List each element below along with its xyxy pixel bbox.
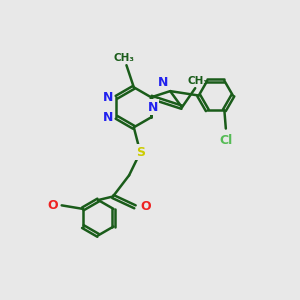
Text: Cl: Cl <box>219 134 232 147</box>
Text: N: N <box>147 101 158 114</box>
Text: O: O <box>140 200 151 213</box>
Text: CH₃: CH₃ <box>114 53 135 63</box>
Text: N: N <box>103 91 113 104</box>
Text: O: O <box>47 199 58 212</box>
Text: CH₃: CH₃ <box>187 76 208 86</box>
Text: N: N <box>103 111 113 124</box>
Text: S: S <box>136 146 145 159</box>
Text: N: N <box>158 76 169 89</box>
